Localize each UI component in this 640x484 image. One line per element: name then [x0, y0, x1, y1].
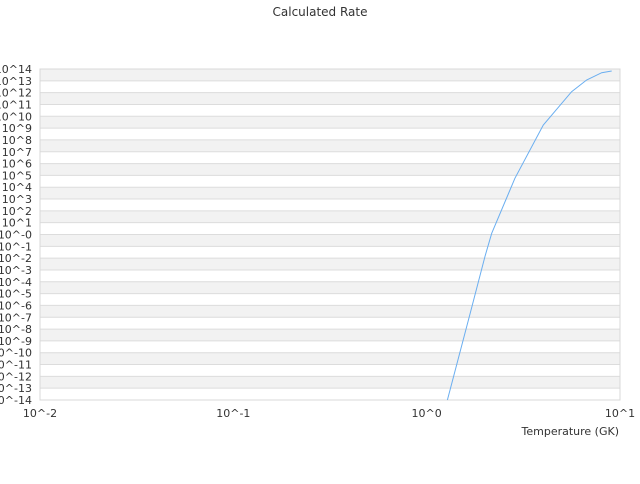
grid-band	[40, 376, 620, 389]
grid-band	[40, 163, 620, 176]
grid-band	[40, 128, 620, 140]
y-tick-label: 10^8	[2, 134, 32, 147]
grid-band	[40, 104, 620, 117]
grid-band	[40, 364, 620, 377]
grid-band	[40, 305, 620, 318]
y-tick-label: 10^7	[2, 146, 32, 159]
x-tick-label: 10^1	[605, 407, 635, 420]
grid-band	[40, 317, 620, 330]
grid-band	[40, 388, 620, 400]
y-tick-label: 10^5	[2, 169, 32, 182]
y-tick-label: 10^-4	[0, 276, 32, 289]
grid-band	[40, 175, 620, 188]
chart-title: Calculated Rate	[273, 5, 368, 19]
y-tick-label: 10^-3	[0, 264, 32, 277]
y-tick-label: 10^-5	[0, 288, 32, 301]
y-tick-label: 10^10	[0, 110, 32, 123]
y-tick-label: 10^-0	[0, 229, 32, 242]
grid-band	[40, 281, 620, 294]
grid-band	[40, 69, 620, 81]
y-tick-label: 10^11	[0, 98, 32, 111]
y-tick-label: 10^-13	[0, 382, 32, 395]
y-tick-label: 10^-10	[0, 347, 32, 360]
y-tick-label: 10^9	[2, 122, 32, 135]
x-tick-label: 10^0	[412, 407, 442, 420]
y-tick-label: 10^-11	[0, 359, 32, 372]
y-tick-label: 10^6	[2, 158, 32, 171]
grid-band	[40, 329, 620, 341]
y-tick-label: 10^1	[2, 217, 32, 230]
y-tick-label: 10^2	[2, 205, 32, 218]
y-tick-label: 10^-8	[0, 323, 32, 336]
grid-band	[40, 222, 620, 235]
grid-band	[40, 92, 620, 105]
grid-band	[40, 246, 620, 259]
series-line	[446, 70, 612, 401]
grid-band	[40, 269, 620, 282]
x-axis-label: Temperature (GK)	[521, 425, 620, 438]
grid-band	[40, 352, 620, 365]
y-tick-label: 10^-6	[0, 299, 32, 312]
y-tick-label: 10^-7	[0, 311, 32, 324]
grid-band	[40, 139, 620, 152]
y-tick-label: 10^12	[0, 87, 32, 100]
x-tick-label: 10^-1	[216, 407, 250, 420]
grid-band	[40, 199, 620, 211]
y-tick-label: 10^4	[2, 181, 32, 194]
grid-band	[40, 187, 620, 200]
y-tick-label: 10^-12	[0, 370, 32, 383]
y-tick-label: 10^3	[2, 193, 32, 206]
grid-band	[40, 293, 620, 306]
y-tick-label: 10^-1	[0, 240, 32, 253]
y-tick-label: 10^13	[0, 75, 32, 88]
grid-band	[40, 258, 620, 270]
grid-band	[40, 151, 620, 164]
grid-band	[40, 116, 620, 129]
y-tick-label: 10^-14	[0, 394, 32, 407]
grid-band	[40, 80, 620, 93]
y-tick-label: 10^-2	[0, 252, 32, 265]
y-tick-label: 10^14	[0, 63, 32, 76]
plot-border	[39, 68, 621, 401]
grid-band	[40, 340, 620, 353]
grid-band	[40, 234, 620, 247]
x-tick-label: 10^-2	[23, 407, 57, 420]
y-tick-label: 10^-9	[0, 335, 32, 348]
grid-band	[40, 210, 620, 223]
